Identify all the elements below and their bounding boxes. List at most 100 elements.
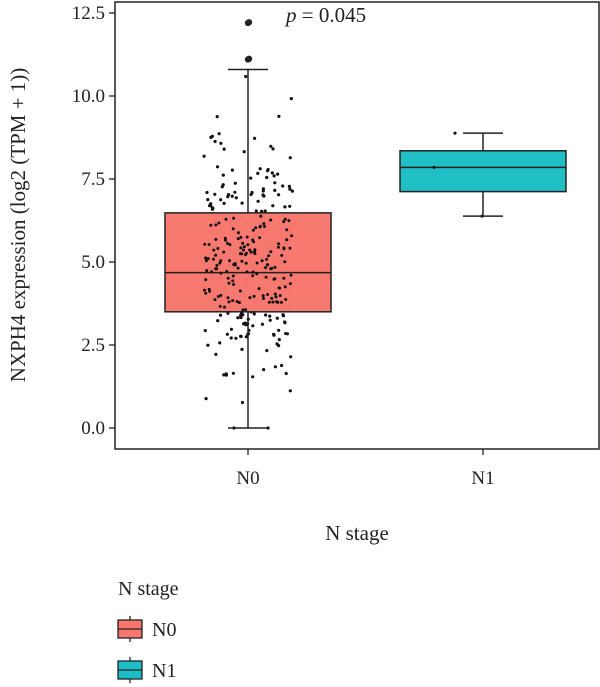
data-point (239, 235, 243, 239)
data-point (262, 368, 266, 372)
data-point (253, 136, 257, 140)
data-point (218, 261, 222, 265)
data-point (245, 270, 249, 274)
data-point (275, 300, 278, 304)
data-point (264, 266, 268, 270)
box-n0 (164, 19, 332, 429)
data-point (277, 245, 280, 249)
data-point (251, 270, 255, 274)
data-point (205, 269, 209, 273)
data-point (251, 375, 255, 379)
data-point (277, 114, 281, 118)
data-point (256, 199, 260, 203)
data-point (241, 248, 245, 252)
x-tick-label-n1: N1 (471, 468, 494, 489)
data-point (240, 400, 245, 405)
legend-title: N stage (118, 578, 179, 600)
p-symbol: p (284, 3, 297, 27)
data-point (264, 275, 268, 279)
data-point (227, 193, 231, 197)
data-point (283, 217, 287, 221)
data-point (206, 343, 210, 347)
data-point (219, 141, 223, 145)
outlier-point (245, 55, 253, 63)
data-point (285, 238, 289, 242)
data-point (246, 243, 250, 247)
data-point (254, 209, 258, 213)
data-point (212, 248, 216, 252)
data-point (287, 184, 291, 188)
data-point (226, 242, 230, 245)
data-point (217, 132, 221, 136)
data-point (289, 97, 293, 101)
data-point (261, 294, 265, 298)
data-point (265, 175, 269, 180)
data-point (274, 295, 278, 299)
legend-entry-n0: N0 (117, 616, 176, 642)
data-point (257, 287, 261, 291)
data-point (209, 223, 213, 227)
data-point (268, 314, 272, 318)
data-point (225, 332, 229, 336)
data-point (259, 224, 262, 228)
data-point (260, 209, 264, 213)
data-point (204, 397, 208, 401)
data-point (281, 314, 286, 318)
data-point (215, 115, 219, 119)
data-point (213, 192, 217, 196)
data-point (203, 242, 207, 246)
data-point (289, 355, 293, 359)
data-point (220, 185, 224, 189)
data-point (265, 349, 269, 353)
data-point (267, 254, 271, 258)
data-point (282, 220, 286, 224)
data-point (283, 205, 287, 209)
outlier-point (245, 19, 253, 26)
data-point (211, 206, 215, 210)
boxes (164, 19, 567, 429)
data-point (240, 201, 244, 205)
p-value-annotation: p = 0.045 (284, 3, 366, 27)
data-point (266, 293, 270, 296)
data-point (236, 316, 240, 320)
data-point (202, 154, 206, 158)
data-point (432, 165, 436, 169)
data-point (243, 321, 247, 325)
data-point (261, 189, 265, 193)
x-axis-title: N stage (325, 521, 389, 545)
y-tick-label: 0.0 (81, 418, 105, 439)
data-point (288, 389, 292, 393)
data-point (280, 363, 284, 368)
data-point (214, 237, 218, 241)
data-point (288, 282, 292, 286)
data-point (203, 288, 206, 292)
data-point (229, 327, 233, 331)
data-point (453, 131, 457, 135)
data-point (244, 251, 248, 255)
data-point (287, 219, 291, 223)
data-point (222, 201, 226, 205)
data-point (232, 216, 236, 220)
data-point (234, 196, 238, 200)
data-point (207, 243, 211, 246)
data-point (275, 316, 279, 320)
data-point (239, 315, 243, 320)
data-point (212, 257, 215, 261)
legend-label-n0: N0 (152, 619, 176, 641)
data-point (273, 188, 277, 192)
data-point (222, 147, 226, 151)
y-tick-label: 5.0 (81, 252, 105, 273)
data-point (273, 265, 277, 269)
data-point (210, 134, 214, 138)
data-point (231, 227, 235, 231)
data-point (242, 150, 246, 154)
data-point (241, 241, 245, 245)
data-point (240, 347, 244, 351)
data-point (256, 171, 260, 175)
data-point (255, 261, 259, 265)
data-point (233, 181, 237, 185)
data-point (290, 234, 294, 238)
data-point (227, 281, 231, 285)
data-point (240, 259, 244, 263)
data-point (236, 231, 240, 235)
